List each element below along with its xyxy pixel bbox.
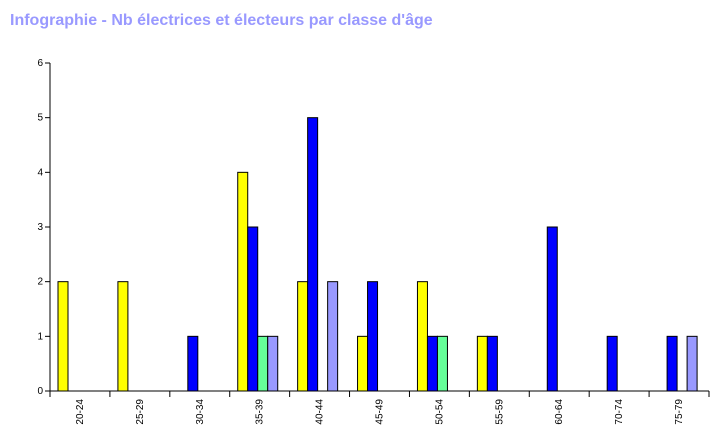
x-tick-label: 55-59 [494,399,505,425]
y-tick-label: 0 [37,386,43,397]
y-tick-label: 3 [37,222,43,233]
bar [367,281,379,392]
y-tick-label: 2 [37,277,43,288]
x-tick-label: 45-49 [375,399,386,425]
bar [327,281,339,392]
bar [307,117,319,392]
bars [57,117,698,392]
bar [247,226,259,392]
bar [297,281,309,392]
bar [357,335,369,392]
y-tick-label: 1 [37,331,43,342]
x-tick-label: 75-79 [674,399,685,425]
bar [57,281,69,392]
bar [436,335,448,392]
chart-title: Infographie - Nb électrices et électeurs… [10,12,433,29]
bar [416,281,428,392]
bar [546,226,558,392]
bar [257,335,269,392]
bar [476,335,488,392]
x-tick-label: 35-39 [255,399,266,425]
bar [426,335,438,392]
x-tick-label: 20-24 [75,399,86,425]
x-tick-label: 30-34 [195,399,206,425]
x-tick-label: 25-29 [135,399,146,425]
bar [237,171,249,392]
bar [666,335,678,392]
y-tick-label: 4 [37,167,43,178]
x-tick-label: 70-74 [614,399,625,425]
axes [45,62,710,397]
x-tick-label: 40-44 [315,399,326,425]
bar [187,335,199,392]
bar [117,281,129,392]
y-tick-label: 5 [37,113,43,124]
bar [267,335,279,392]
x-tick-label: 60-64 [554,399,565,425]
bar [486,335,498,392]
tick-labels: 0 1 2 3 4 5 6 20-24 25-29 30-34 35-39 40-44 45-49 50-… [37,58,685,425]
bar [606,335,618,392]
y-tick-label: 6 [37,58,43,69]
x-tick-label: 50-54 [434,399,445,425]
bar [686,335,698,392]
